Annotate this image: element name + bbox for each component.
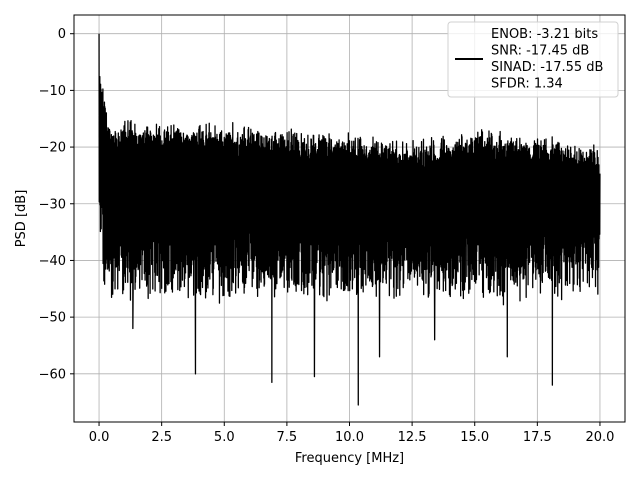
x-tick-label: 12.5 [398, 430, 427, 445]
x-tick-label: 17.5 [523, 430, 552, 445]
y-tick-label: −20 [39, 141, 66, 156]
x-tick-label: 2.5 [151, 430, 172, 445]
x-axis: 0.0 2.5 5.0 7.5 10.0 12.5 15.0 17.5 20.0 [89, 422, 614, 445]
y-tick-label: −30 [39, 197, 66, 212]
x-axis-label: Frequency [MHz] [295, 451, 404, 466]
y-tick-label: −40 [39, 254, 66, 269]
psd-line [98, 33, 601, 406]
y-axis: 0 −10 −20 −30 −40 −50 −60 [39, 27, 74, 382]
x-tick-label: 0.0 [89, 430, 110, 445]
y-tick-label: −10 [39, 84, 66, 99]
y-tick-label: 0 [58, 27, 66, 42]
x-tick-label: 15.0 [460, 430, 489, 445]
x-tick-label: 20.0 [585, 430, 614, 445]
y-axis-label: PSD [dB] [14, 190, 29, 248]
y-tick-label: −60 [39, 367, 66, 382]
x-tick-label: 10.0 [335, 430, 364, 445]
x-tick-label: 7.5 [277, 430, 298, 445]
legend-enob: ENOB: -3.21 bits [491, 27, 598, 42]
legend-sinad: SINAD: -17.55 dB [491, 60, 603, 75]
y-tick-label: −50 [39, 311, 66, 326]
psd-series [98, 33, 601, 406]
x-tick-label: 5.0 [214, 430, 235, 445]
legend-sfdr: SFDR: 1.34 [491, 77, 563, 92]
legend-snr: SNR: -17.45 dB [491, 44, 589, 59]
legend-box [447, 21, 619, 98]
legend: ENOB: -3.21 bits SNR: -17.45 dB SINAD: -… [447, 21, 619, 98]
